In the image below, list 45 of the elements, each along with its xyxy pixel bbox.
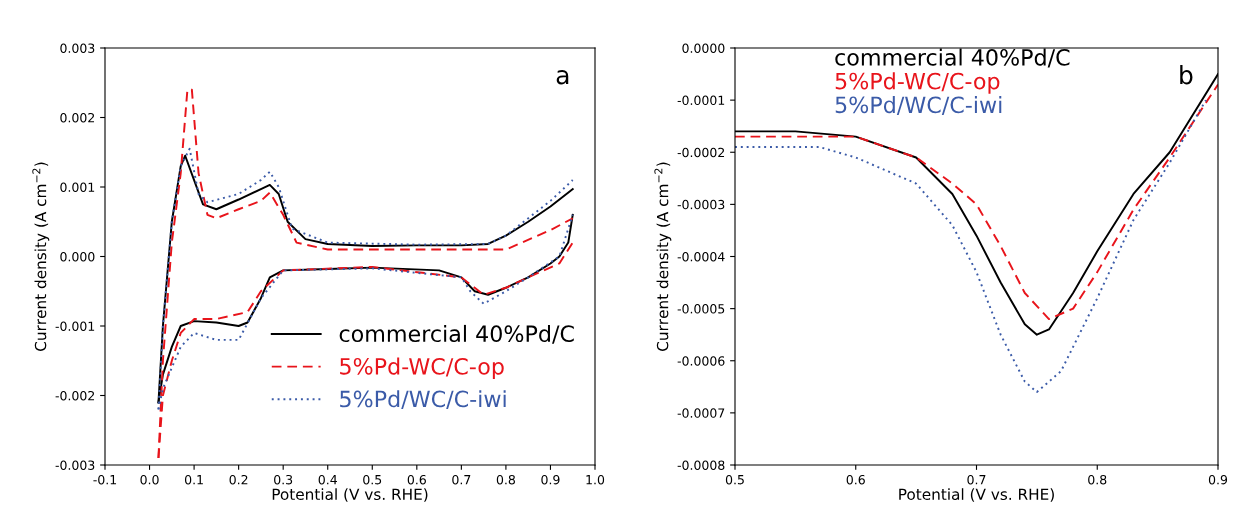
x-tick-label: 0.3 bbox=[274, 474, 293, 485]
x-tick-label: 0.6 bbox=[407, 474, 426, 485]
y-tick-label: -0.001 bbox=[55, 321, 95, 331]
legend-label: 5%Pd/WC/C-iwi bbox=[340, 390, 506, 410]
x-tick-label: 0.9 bbox=[1208, 474, 1228, 485]
y-tick-label: -0.0006 bbox=[677, 356, 725, 366]
legend-label: 5%Pd-WC/C-op bbox=[340, 357, 504, 380]
y-tick-label: -0.0007 bbox=[677, 408, 725, 418]
x-tick-label: 0.2 bbox=[229, 474, 248, 485]
y-tick-label: -0.0008 bbox=[677, 460, 725, 470]
annotation: a bbox=[556, 70, 569, 85]
x-tick-label: 0.8 bbox=[496, 474, 515, 485]
y-axis-title: Current density (A cm$^{−2}$) bbox=[654, 162, 672, 351]
y-tick-label: -0.0004 bbox=[677, 251, 725, 262]
x-tick-label: 0.9 bbox=[541, 474, 560, 485]
y-tick-label: -0.0005 bbox=[677, 304, 725, 314]
x-tick-label: 0.7 bbox=[967, 474, 986, 485]
x-axis-title: Potential (V vs. RHE) bbox=[899, 488, 1054, 502]
text: commercial 40%Pd/C bbox=[835, 48, 1070, 68]
x-tick-label: -0.1 bbox=[93, 474, 117, 485]
y-tick-label: -0.002 bbox=[55, 390, 95, 401]
y-tick-label: -0.0002 bbox=[677, 147, 725, 158]
y-tick-label: -0.003 bbox=[55, 460, 95, 470]
x-axis-title: Potential (V vs. RHE) bbox=[272, 488, 428, 502]
x-tick-label: 1.0 bbox=[586, 474, 605, 485]
annotation: b bbox=[1180, 65, 1193, 85]
x-tick-label: 0.6 bbox=[846, 474, 865, 485]
y-tick-label: -0.0003 bbox=[677, 199, 725, 210]
series-label: 5%Pd-WC/C-op bbox=[835, 72, 1000, 94]
y-axis-title: Current density (A cm$^{−2}$) bbox=[32, 162, 50, 351]
x-tick-label: 0.1 bbox=[184, 474, 203, 485]
legend-label: commercial 40%Pd/C bbox=[339, 324, 574, 344]
x-tick-label: 0.8 bbox=[1088, 474, 1107, 485]
y-tick-label: 0.001 bbox=[60, 182, 95, 192]
x-tick-label: 0.5 bbox=[363, 474, 382, 485]
x-tick-label: 0.4 bbox=[318, 474, 337, 485]
series-label: 5%Pd/WC/C-iwi bbox=[835, 96, 1002, 115]
y-tick-label: 0.003 bbox=[60, 43, 95, 53]
x-tick-label: 0.0 bbox=[140, 474, 159, 485]
y-tick-label: -0.0001 bbox=[677, 95, 725, 106]
x-tick-label: 0.5 bbox=[725, 474, 744, 485]
y-tick-label: 0.000 bbox=[60, 251, 95, 262]
y-tick-label: 0.002 bbox=[60, 112, 95, 123]
y-tick-label: 0.0000 bbox=[682, 43, 725, 53]
x-tick-label: 0.7 bbox=[452, 474, 471, 485]
